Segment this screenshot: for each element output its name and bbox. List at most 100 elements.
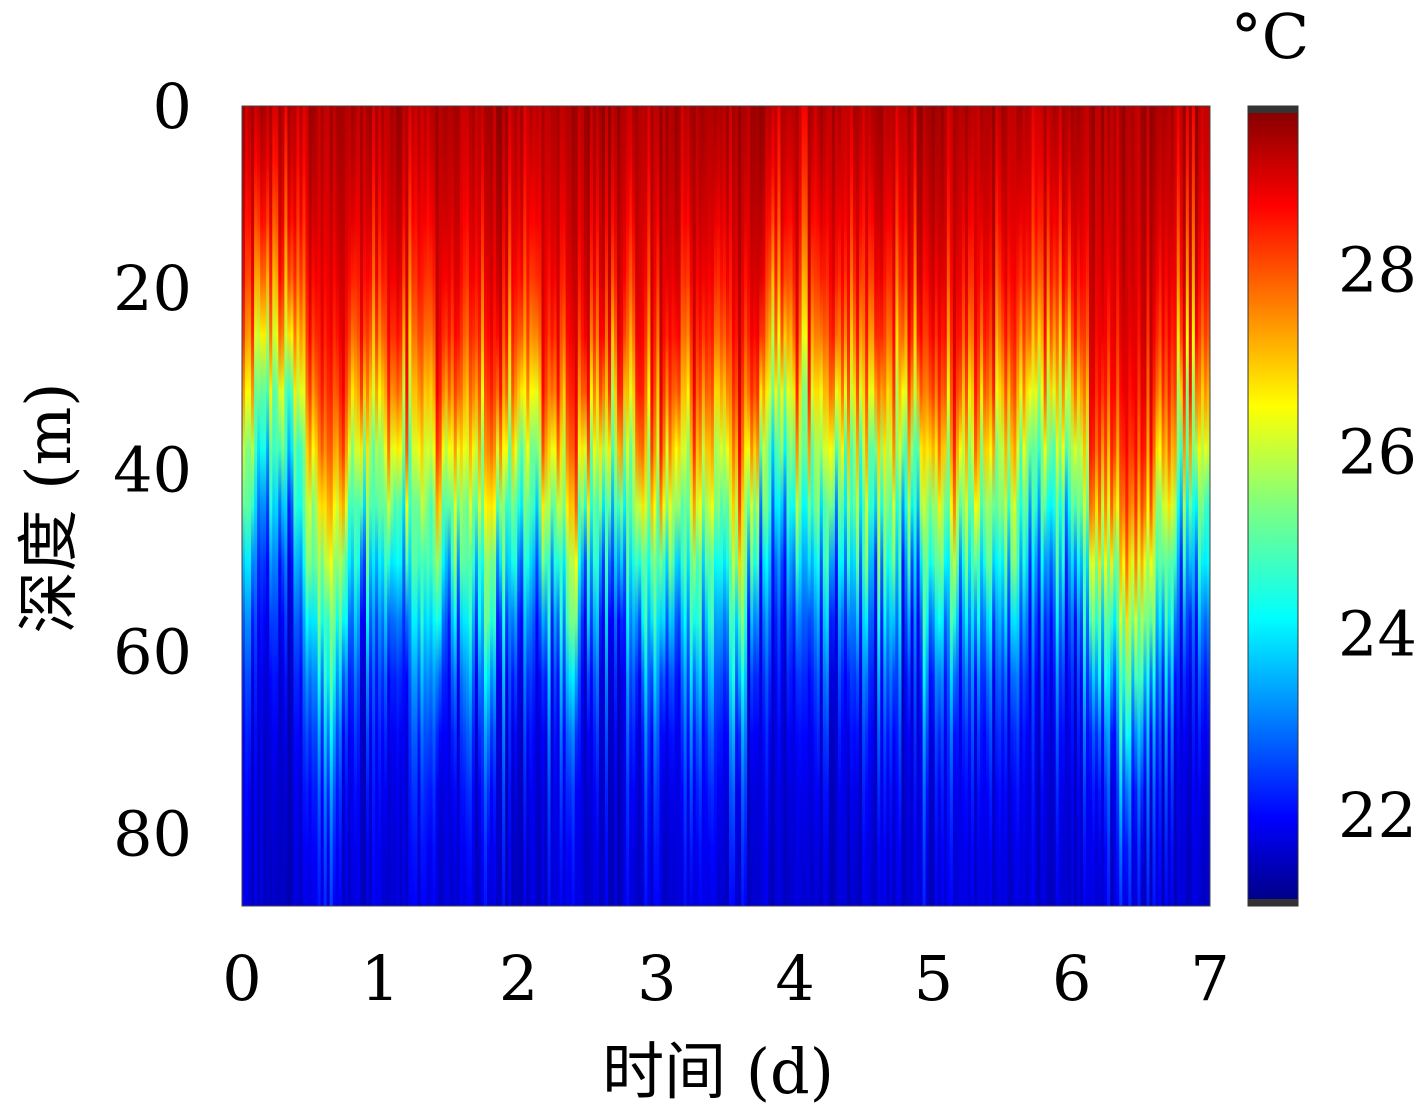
heatmap-column — [883, 106, 887, 906]
heatmap-column — [653, 106, 658, 906]
heatmap-column — [1064, 106, 1069, 906]
heatmap-column — [605, 106, 609, 906]
heatmap-column — [450, 106, 455, 906]
heatmap-column — [847, 106, 851, 906]
heatmap-column — [1034, 106, 1039, 906]
heatmap-column — [598, 106, 603, 906]
heatmap-column — [747, 106, 751, 906]
heatmap-column — [353, 106, 358, 906]
heatmap-column — [777, 106, 782, 906]
heatmap-column — [689, 106, 694, 906]
heatmap-column — [1113, 106, 1117, 906]
heatmap-column — [638, 106, 642, 906]
heatmap-column — [1206, 106, 1210, 906]
y-tick-label: 20 — [113, 252, 192, 325]
heatmap-column — [831, 106, 836, 906]
colorbar-top-cap — [1248, 106, 1298, 113]
x-tick-label: 7 — [1190, 942, 1229, 1015]
heatmap-column — [853, 106, 857, 906]
heatmap-column — [1049, 106, 1054, 906]
y-axis-ticks: 0 20 40 60 80 — [113, 70, 192, 870]
heatmap-column — [668, 106, 673, 906]
heatmap-column — [919, 106, 924, 906]
heatmap-column — [399, 106, 403, 906]
heatmap-column — [405, 106, 409, 906]
heatmap-column — [269, 106, 273, 906]
heatmap-column — [943, 106, 948, 906]
heatmap-column — [441, 106, 446, 906]
heatmap-column — [471, 106, 476, 906]
heatmap-column — [968, 106, 972, 906]
heatmap-column — [1022, 106, 1027, 906]
heatmap-column — [511, 106, 515, 906]
heatmap-column — [1055, 106, 1060, 906]
heatmap-column — [477, 106, 482, 906]
heatmap-column — [1073, 106, 1078, 906]
heatmap-column — [468, 106, 473, 906]
heatmap-column — [780, 106, 785, 906]
heatmap-column — [695, 106, 700, 906]
heatmap-column — [762, 106, 766, 906]
heatmap-column — [647, 106, 651, 906]
heatmap-column — [856, 106, 860, 906]
heatmap-column — [429, 106, 434, 906]
colorbar — [1247, 105, 1299, 907]
heatmap-column — [263, 106, 267, 906]
heatmap-column — [1200, 106, 1205, 906]
heatmap-column — [387, 106, 391, 906]
heatmap-column — [305, 106, 310, 906]
heatmap-column — [977, 106, 981, 906]
heatmap-column — [925, 106, 930, 906]
heatmap-column — [499, 106, 503, 906]
heatmap-column — [526, 106, 530, 906]
heatmap-column — [1203, 106, 1208, 906]
heatmap-column — [798, 106, 803, 906]
heatmap-column — [1070, 106, 1075, 906]
heatmap-column — [423, 106, 428, 906]
heatmap-column — [1076, 106, 1081, 906]
heatmap-column — [378, 106, 382, 906]
heatmap-column — [432, 106, 437, 906]
heatmap-column — [1191, 106, 1196, 906]
heatmap-column — [245, 106, 249, 906]
heatmap-column — [1167, 106, 1172, 906]
colorbar-bottom-cap — [1248, 899, 1298, 906]
heatmap-column — [946, 106, 951, 906]
heatmap-column — [952, 106, 957, 906]
heatmap-column — [623, 106, 627, 906]
heatmap-column — [626, 106, 630, 906]
heatmap-column — [1010, 106, 1014, 906]
heatmap-column — [710, 106, 715, 906]
heatmap-column — [541, 106, 546, 906]
heatmap-column — [683, 106, 688, 906]
heatmap-column — [692, 106, 697, 906]
heatmap-column — [722, 106, 727, 906]
heatmap-column — [644, 106, 648, 906]
heatmap-column — [768, 106, 772, 906]
heatmap-column — [453, 106, 458, 906]
heatmap-column — [1128, 106, 1132, 906]
heatmap-column — [635, 106, 639, 906]
heatmap-column — [850, 106, 854, 906]
heatmap-column — [260, 106, 264, 906]
heatmap-column — [1194, 106, 1199, 906]
heatmap-column — [1092, 106, 1096, 906]
heatmap-column — [384, 106, 388, 906]
heatmap-column — [284, 106, 288, 906]
heatmap-column — [435, 106, 440, 906]
heatmap-column — [786, 106, 791, 906]
heatmap-column — [949, 106, 954, 906]
heatmap-column — [789, 106, 794, 906]
heatmap-column — [496, 106, 500, 906]
heatmap-column — [1149, 106, 1154, 906]
heatmap-column — [877, 106, 881, 906]
colorbar-tick-label: 22 — [1338, 779, 1417, 852]
heatmap-column — [329, 106, 334, 906]
heatmap-column — [843, 106, 848, 906]
heatmap-column — [859, 106, 863, 906]
heatmap-column — [556, 106, 561, 906]
heatmap-column — [396, 106, 400, 906]
heatmap-column — [986, 106, 990, 906]
heatmap-column — [1019, 106, 1024, 906]
